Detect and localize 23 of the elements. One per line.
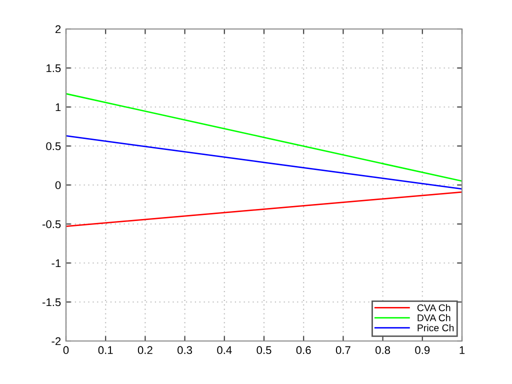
y-tick-label: 1.5 <box>46 64 61 72</box>
x-tick-label: 0.2 <box>138 346 152 354</box>
y-tick-label: 2 <box>56 25 61 34</box>
x-tick-label: 0.4 <box>217 346 232 354</box>
x-tick-label: 1 <box>460 346 465 354</box>
legend-label: DVA Ch <box>418 314 450 322</box>
y-tick-label: 0 <box>55 181 61 190</box>
x-tick-label: 0.1 <box>98 346 113 354</box>
y-tick-label: -2 <box>52 337 61 346</box>
y-tick-label: -1.5 <box>42 298 61 306</box>
y-tick-label: -1 <box>52 259 61 268</box>
x-tick-label: 0 <box>63 346 69 354</box>
legend-label: CVA Ch <box>417 304 450 312</box>
x-tick-label: 0.8 <box>376 346 390 354</box>
x-tick-label: 0.6 <box>296 346 311 354</box>
x-tick-label: 0.9 <box>415 346 430 354</box>
x-tick-label: 0.3 <box>178 346 192 354</box>
legend-label: Price Ch <box>418 324 454 332</box>
y-tick-label: 1 <box>56 103 61 112</box>
y-tick-label: -0.5 <box>42 220 61 228</box>
x-tick-label: 0.5 <box>256 346 272 354</box>
x-tick-label: 0.7 <box>336 346 350 354</box>
y-tick-label: 0.5 <box>46 142 61 150</box>
